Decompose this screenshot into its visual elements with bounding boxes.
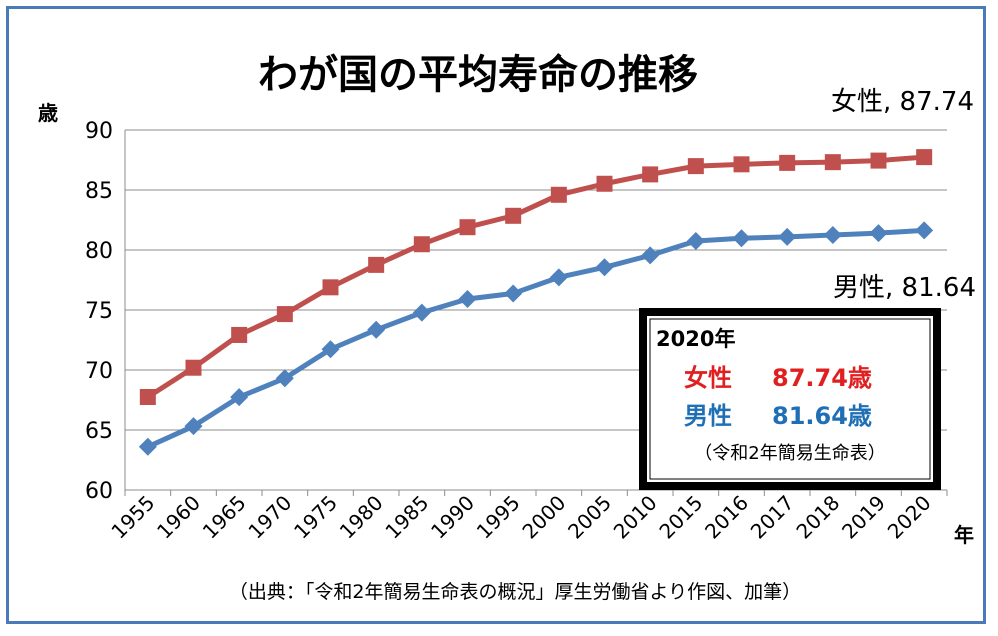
y-tick-label: 65 — [85, 419, 113, 444]
x-tick-label: 1965 — [198, 491, 251, 544]
female-point — [276, 306, 293, 323]
female-point — [779, 154, 796, 171]
female-point — [505, 207, 522, 224]
x-tick-label: 2000 — [517, 491, 570, 544]
summary-source: （令和2年簡易生命表） — [694, 443, 885, 464]
male-point — [367, 320, 386, 339]
male-point — [915, 221, 934, 240]
male-point — [230, 388, 249, 407]
summary-female-value: 87.74歳 — [772, 364, 872, 392]
male-point — [686, 232, 705, 250]
x-tick-label: 1980 — [335, 491, 388, 544]
y-tick-labels: 60 65 70 75 80 85 90 — [85, 119, 113, 504]
chart-title: わが国の平均寿命の推移 — [258, 52, 698, 98]
x-tick-label: 2019 — [837, 491, 890, 544]
male-point — [823, 226, 842, 244]
summary-female-label: 女性 — [684, 364, 732, 392]
x-tick-label: 1960 — [152, 491, 205, 544]
x-tick-label: 2010 — [609, 491, 662, 544]
male-point — [412, 303, 431, 322]
footer-source: （出典：「令和2年簡易生命表の概況」厚生労働省より作図、加筆） — [229, 581, 801, 603]
female-point — [687, 158, 704, 175]
male-point — [641, 246, 660, 265]
female-point — [916, 149, 933, 166]
x-axis-label: 年 — [954, 523, 974, 547]
x-tick-labels: 1955196019651970197519801985199019952000… — [106, 491, 935, 544]
male-end-label: 男性, 81.64 — [833, 273, 976, 303]
x-tick-label: 1995 — [472, 491, 525, 544]
female-point — [231, 326, 248, 343]
male-point — [549, 268, 568, 287]
y-tick-label: 60 — [85, 479, 113, 504]
y-tick-label: 85 — [85, 179, 113, 204]
x-tick-label: 1990 — [426, 491, 479, 544]
female-point — [368, 256, 385, 273]
y-tick-label: 80 — [85, 239, 113, 264]
female-point — [596, 175, 613, 192]
y-tick-label: 75 — [85, 299, 113, 324]
x-tick-label: 1975 — [289, 491, 342, 544]
female-point — [733, 156, 750, 173]
series-layer — [138, 149, 934, 456]
y-tick-label: 90 — [85, 119, 113, 144]
x-tick-label: 1955 — [106, 491, 159, 544]
male-point — [138, 437, 157, 456]
y-tick-label: 70 — [85, 359, 113, 384]
male-point — [869, 224, 888, 243]
x-tick-label: 1985 — [380, 491, 433, 544]
male-point — [732, 229, 751, 248]
summary-box: 2020年 女性 87.74歳 男性 81.64歳 （令和2年簡易生命表） — [639, 308, 941, 490]
x-tick-label: 2005 — [563, 491, 616, 544]
y-axis-label: 歳 — [38, 101, 58, 125]
summary-year: 2020年 — [656, 327, 735, 351]
female-point — [642, 166, 659, 183]
x-tick-label: 2017 — [746, 491, 799, 544]
female-point — [824, 154, 841, 171]
male-point — [275, 369, 294, 388]
female-point — [185, 359, 202, 376]
x-tick-label: 2015 — [654, 491, 707, 544]
x-tick-label: 1970 — [243, 491, 296, 544]
female-point — [413, 236, 430, 253]
x-tick-label: 2016 — [700, 491, 753, 544]
female-point — [550, 186, 567, 203]
male-point — [458, 289, 477, 308]
male-point — [778, 227, 797, 246]
summary-male-value: 81.64歳 — [772, 402, 872, 430]
x-tick-label: 2020 — [883, 491, 936, 544]
male-point — [595, 258, 614, 277]
summary-male-label: 男性 — [684, 402, 732, 430]
male-point — [504, 284, 523, 303]
male-point — [184, 417, 203, 436]
female-point — [139, 389, 156, 405]
x-tick-label: 2018 — [791, 491, 844, 544]
female-end-label: 女性, 87.74 — [831, 87, 974, 117]
female-point — [322, 279, 339, 296]
female-point — [459, 219, 476, 236]
female-point — [870, 152, 887, 169]
male-point — [321, 340, 340, 359]
